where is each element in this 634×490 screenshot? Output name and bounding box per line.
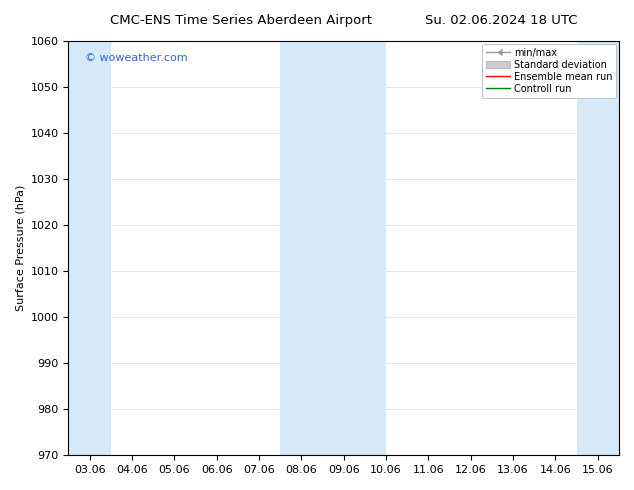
- Bar: [68, 41, 111, 455]
- Bar: [280, 41, 386, 455]
- Bar: [577, 41, 634, 455]
- Text: © woweather.com: © woweather.com: [85, 53, 188, 64]
- Y-axis label: Surface Pressure (hPa): Surface Pressure (hPa): [15, 185, 25, 311]
- Text: CMC-ENS Time Series Aberdeen Airport: CMC-ENS Time Series Aberdeen Airport: [110, 14, 372, 27]
- Legend: min/max, Standard deviation, Ensemble mean run, Controll run: min/max, Standard deviation, Ensemble me…: [482, 44, 616, 98]
- Text: Su. 02.06.2024 18 UTC: Su. 02.06.2024 18 UTC: [425, 14, 577, 27]
